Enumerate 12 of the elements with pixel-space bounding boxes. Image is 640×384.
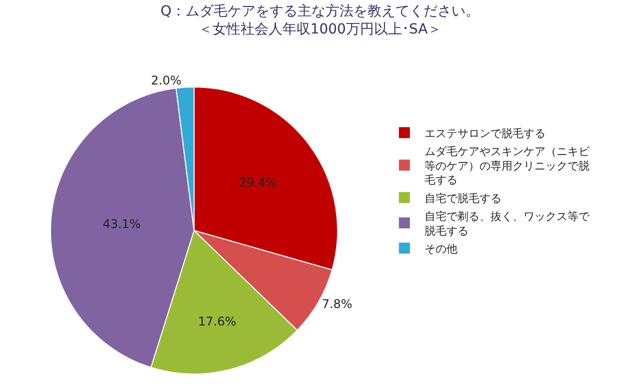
data-label: 29.4% [238,175,277,190]
chart-subtitle: ＜女性社会人年収1000万円以上･SA＞ [198,22,442,38]
legend-label: 自宅で剃る、抜く、ワックス等で脱毛する [424,210,590,238]
legend-label: エステサロンで脱毛する [424,126,546,140]
legend-label: ムダ毛ケアやスキンケア（ニキビ等のケア）の専用クリニックで脱毛する [424,145,590,187]
data-label: 2.0% [151,73,182,88]
legend-label: 自宅で脱毛する [424,192,502,205]
data-label: 7.8% [322,296,352,311]
data-label: 17.6% [198,314,236,329]
data-label: 43.1% [102,216,141,231]
chart-title: Q：ムダ毛ケアをする主な方法を教えてください。 [160,3,480,20]
legend-label: その他 [424,242,458,256]
